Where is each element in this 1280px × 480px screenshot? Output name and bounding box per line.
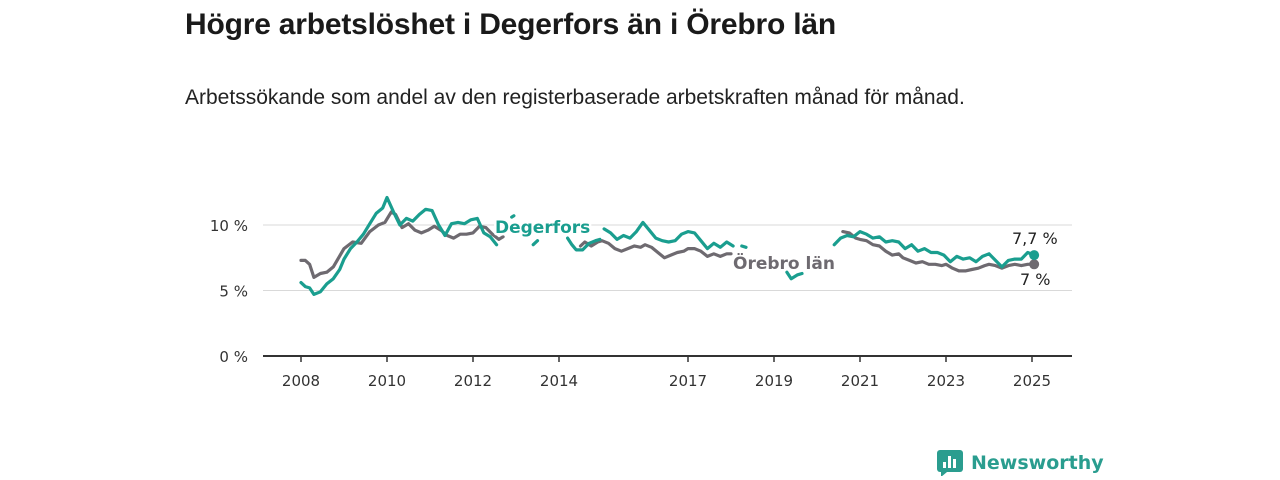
- x-tick-label: 2019: [755, 372, 793, 390]
- series-lines: [299, 195, 1040, 296]
- end-point-degerfors: [1029, 250, 1040, 261]
- end-label-degerfors: 7,7 %: [1012, 229, 1058, 248]
- grid: [263, 224, 1072, 291]
- end-point-orebro-lan: [1029, 259, 1040, 270]
- series-line-degerfors: [299, 195, 1036, 296]
- x-tick-label: 2025: [1013, 372, 1051, 390]
- newsworthy-icon: [937, 450, 963, 476]
- label-degerfors-halo: Degerfors: [495, 218, 590, 238]
- x-axis: 0 % 5 % 10 % 2008 2010 2012 2014 2017 2019 2021 20…: [210, 217, 1072, 390]
- x-tick-label: 2021: [841, 372, 879, 390]
- label-orebro-lan-halo: Örebro län: [733, 252, 835, 274]
- y-tick-label: 10 %: [210, 217, 248, 235]
- chart-subtitle: Arbetssökande som andel av den registerb…: [185, 86, 965, 109]
- x-tick-label: 2012: [454, 372, 492, 390]
- brand-name: Newsworthy: [971, 452, 1104, 474]
- label-orebro-lan: Örebro län: [733, 252, 835, 274]
- newsworthy-logo: Newsworthy: [937, 448, 1104, 478]
- y-tick-label: 0 %: [219, 348, 248, 366]
- x-tick-label: 2008: [282, 372, 320, 390]
- label-degerfors: Degerfors: [495, 218, 590, 238]
- x-tick-label: 2017: [669, 372, 707, 390]
- x-tick-label: 2010: [368, 372, 406, 390]
- x-tick-label: 2023: [927, 372, 965, 390]
- x-tick-label: 2014: [540, 372, 578, 390]
- y-tick-label: 5 %: [219, 283, 248, 301]
- end-label-orebro-lan: 7 %: [1020, 270, 1050, 289]
- chart-title: Högre arbetslöshet i Degerfors än i Öreb…: [185, 8, 836, 41]
